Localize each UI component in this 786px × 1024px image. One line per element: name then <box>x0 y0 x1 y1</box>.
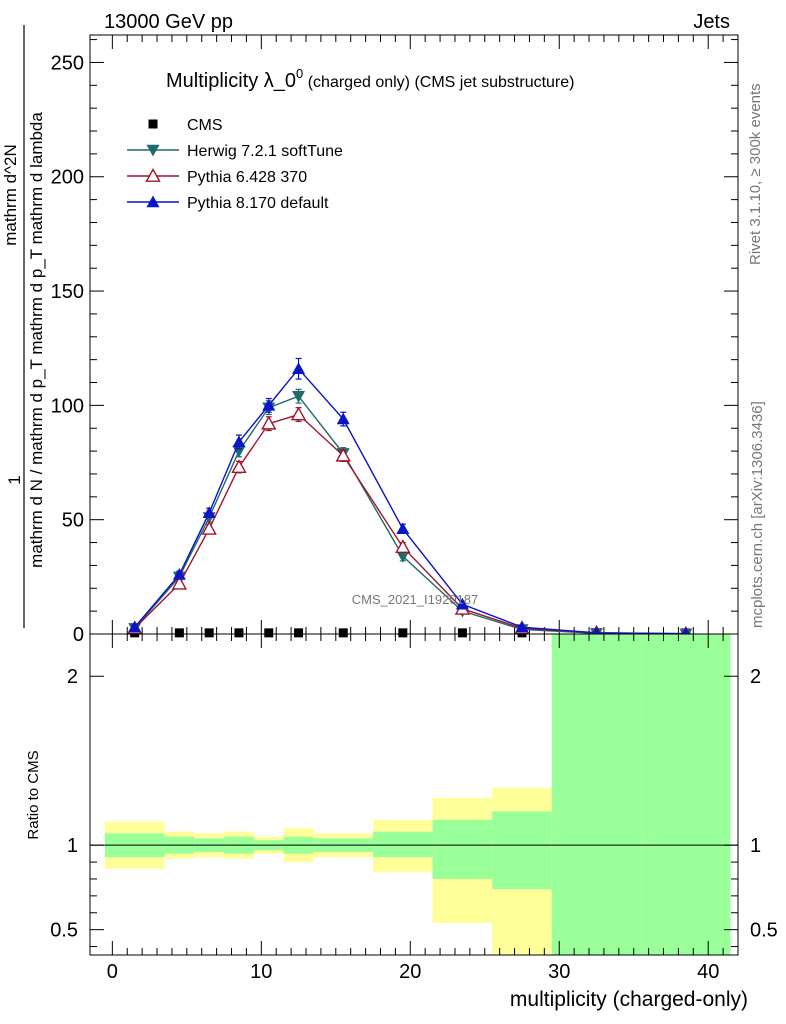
legend-marker <box>146 144 160 157</box>
data-point <box>292 391 306 403</box>
legend-marker <box>148 119 158 129</box>
ratio-y-tick-label-right: 2 <box>750 666 761 688</box>
ratio-stat-band <box>373 831 433 858</box>
data-point <box>264 628 274 638</box>
legend-label: Pythia 6.428 370 <box>187 169 307 186</box>
y-tick-label: 200 <box>51 167 84 189</box>
legend-label: Pythia 8.170 default <box>187 195 329 212</box>
analysis-watermark: CMS_2021_I1920187 <box>352 592 479 607</box>
data-point <box>396 551 410 563</box>
data-point <box>201 520 217 535</box>
data-point <box>202 506 216 519</box>
data-point <box>457 628 467 638</box>
data-point <box>128 620 142 633</box>
ratio-stat-band <box>641 634 731 955</box>
legend-marker <box>145 168 161 182</box>
data-point <box>204 628 214 638</box>
data-point <box>232 435 246 448</box>
title-superscript: 0 <box>296 66 303 81</box>
y-tick-label: 250 <box>51 52 84 74</box>
data-point <box>261 415 277 430</box>
x-axis-label: multiplicity (charged-only) <box>510 988 748 1011</box>
ratio-y-tick-label: 2 <box>67 666 78 688</box>
legend-label: Herwig 7.2.1 softTune <box>187 143 343 160</box>
mcplots-label: mcplots.cern.ch [arXiv:1306.3436] <box>749 401 766 628</box>
main-y-axis: 0 50 100 150 200 250 <box>51 35 738 646</box>
x-tick-label: 20 <box>399 961 421 983</box>
ratio-y-tick-label-right: 1 <box>750 835 761 857</box>
category-label: Jets <box>693 11 730 33</box>
ratio-x-axis: 0 10 20 30 40 <box>107 634 724 983</box>
y-tick-label: 50 <box>62 510 84 532</box>
data-point <box>515 620 529 633</box>
series-line <box>134 367 686 635</box>
data-point <box>396 522 410 535</box>
data-point <box>292 362 306 374</box>
energy-label: 13000 GeV pp <box>104 11 233 33</box>
ratio-stat-band <box>551 634 642 955</box>
ratio-frame <box>89 633 739 956</box>
ratio-panel: 0.5 0.5 1 1 2 2 0 10 20 30 40 <box>50 633 778 983</box>
ratio-y-tick-label: 0.5 <box>50 920 78 942</box>
data-point <box>294 628 304 638</box>
x-tick-label: 40 <box>697 961 719 983</box>
y-tick-label: 150 <box>51 281 84 303</box>
main-y-label: 1 mathrm d N / mathrm d p_T mathrm d p_T… <box>1 25 46 628</box>
legend-marker <box>146 195 160 208</box>
data-point <box>395 539 411 554</box>
x-tick-label: 10 <box>250 961 272 983</box>
data-point <box>174 628 184 638</box>
data-point <box>398 628 408 638</box>
ratio-y-tick-label-right: 0.5 <box>750 920 778 942</box>
data-point <box>455 597 469 610</box>
ratio-bands <box>104 634 731 955</box>
data-point <box>231 459 247 474</box>
data-point <box>262 398 276 411</box>
data-point <box>336 412 350 425</box>
ratio-stat-band <box>432 819 493 879</box>
title-suffix: (charged only) (CMS jet substructure) <box>303 74 574 91</box>
y-tick-label: 0 <box>73 624 84 646</box>
x-tick-label: 30 <box>548 961 570 983</box>
data-point <box>335 447 351 462</box>
series-line <box>134 395 686 635</box>
data-point <box>234 628 244 638</box>
plot-title: Multiplicity λ_00 (charged only) (CMS je… <box>166 66 574 92</box>
ratio-y-label: Ratio to CMS <box>25 750 42 839</box>
ratio-y-tick-label: 1 <box>67 835 78 857</box>
series-line <box>134 413 686 635</box>
ylabel-prefactor: 1 <box>5 475 24 484</box>
legend: CMS Herwig 7.2.1 softTune Pythia 6.428 370… <box>127 117 343 212</box>
y-tick-label: 100 <box>51 395 84 417</box>
data-point <box>290 406 307 421</box>
data-point <box>171 575 188 590</box>
data-point <box>338 628 348 638</box>
title-main: Multiplicity λ_0 <box>166 70 296 92</box>
ratio-y-axis: 0.5 0.5 1 1 2 2 <box>50 666 778 948</box>
ratio-stat-band <box>492 811 552 890</box>
ylabel-denominator: mathrm d N / mathrm d p_T mathrm d p_T m… <box>27 112 46 568</box>
x-tick-label: 0 <box>107 961 118 983</box>
legend-label: CMS <box>187 117 223 134</box>
rivet-label: Rivet 3.1.10, ≥ 300k events <box>747 83 764 265</box>
data-point <box>172 568 186 580</box>
ylabel-numerator: mathrm d^2N <box>1 144 20 246</box>
